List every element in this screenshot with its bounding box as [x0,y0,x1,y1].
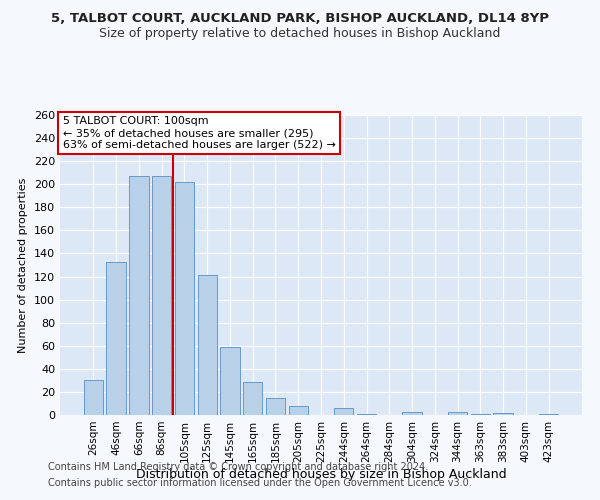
Text: Contains HM Land Registry data © Crown copyright and database right 2024.: Contains HM Land Registry data © Crown c… [48,462,428,472]
Bar [243,382,262,415]
Bar [84,380,103,415]
Bar [266,398,285,415]
Bar [334,408,353,415]
Bar [220,347,239,415]
X-axis label: Distribution of detached houses by size in Bishop Auckland: Distribution of detached houses by size … [136,468,506,480]
Bar [175,182,194,415]
Bar [289,406,308,415]
Text: 5, TALBOT COURT, AUCKLAND PARK, BISHOP AUCKLAND, DL14 8YP: 5, TALBOT COURT, AUCKLAND PARK, BISHOP A… [51,12,549,26]
Y-axis label: Number of detached properties: Number of detached properties [19,178,28,352]
Text: Contains public sector information licensed under the Open Government Licence v3: Contains public sector information licen… [48,478,472,488]
Bar [357,414,376,415]
Bar [448,412,467,415]
Bar [152,176,172,415]
Bar [539,414,558,415]
Bar [129,176,149,415]
Bar [197,276,217,415]
Text: 5 TALBOT COURT: 100sqm
← 35% of detached houses are smaller (295)
63% of semi-de: 5 TALBOT COURT: 100sqm ← 35% of detached… [62,116,335,150]
Text: Size of property relative to detached houses in Bishop Auckland: Size of property relative to detached ho… [100,28,500,40]
Bar [470,414,490,415]
Bar [493,412,513,415]
Bar [403,412,422,415]
Bar [106,262,126,415]
